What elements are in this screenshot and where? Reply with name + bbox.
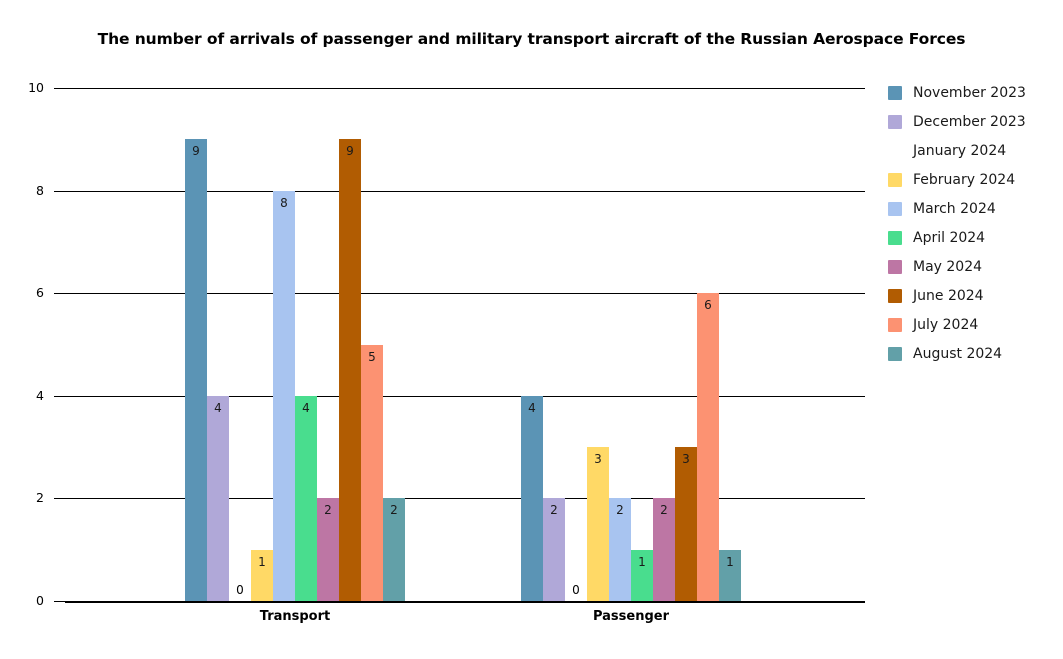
bar[interactable]	[543, 498, 565, 601]
legend-item-label: November 2023	[913, 84, 1026, 101]
legend-item-label: June 2024	[913, 288, 984, 305]
bar[interactable]	[317, 498, 339, 601]
legend-swatch-icon	[888, 318, 902, 333]
y-tick-label: 10	[28, 80, 44, 95]
legend-swatch-icon	[888, 231, 902, 246]
legend: November 2023 December 2023 January 2024 Fe…	[888, 78, 1063, 369]
legend-swatch-icon	[888, 114, 902, 129]
legend-item[interactable]: February 2024	[888, 165, 1063, 194]
y-tick-mark-4	[54, 395, 65, 397]
gridline-10	[65, 88, 865, 89]
y-tick-label: 2	[36, 490, 44, 506]
bar[interactable]	[295, 395, 317, 601]
legend-item[interactable]: May 2024	[888, 253, 1063, 282]
legend-item-label: February 2024	[913, 171, 1016, 188]
legend-item-label: January 2024	[913, 142, 1007, 159]
gridline-6	[65, 293, 865, 295]
y-tick-label: 4	[36, 387, 44, 403]
gridline-2	[65, 498, 865, 500]
y-tick-mark-0	[54, 601, 65, 602]
bar[interactable]	[251, 549, 273, 601]
bar[interactable]	[675, 447, 697, 601]
bar-value-label: 0	[572, 583, 580, 597]
gridline-4	[65, 395, 865, 397]
bar[interactable]	[273, 190, 295, 601]
legend-item[interactable]: December 2023	[888, 107, 1063, 136]
legend-item[interactable]: November 2023	[888, 78, 1063, 107]
y-tick-label: 8	[36, 182, 44, 198]
bar[interactable]	[719, 549, 741, 601]
bar[interactable]	[521, 395, 543, 601]
bar-value-label: 0	[236, 583, 244, 597]
y-tick-mark-6	[54, 293, 65, 295]
legend-item[interactable]: June 2024	[888, 282, 1063, 311]
legend-swatch-icon	[888, 172, 902, 187]
y-tick-label: 0	[36, 593, 44, 608]
bar[interactable]	[609, 498, 631, 601]
bar[interactable]	[587, 447, 609, 601]
legend-item-label: May 2024	[913, 259, 983, 276]
legend-item[interactable]: July 2024	[888, 311, 1063, 340]
legend-item[interactable]: January 2024	[888, 136, 1063, 165]
legend-item-label: July 2024	[913, 317, 979, 334]
legend-item-label: April 2024	[913, 230, 986, 247]
y-tick-mark-8	[54, 190, 65, 192]
bar[interactable]	[653, 498, 675, 601]
legend-swatch-icon	[888, 201, 902, 216]
legend-swatch-icon	[888, 85, 902, 100]
y-tick-mark-2	[54, 498, 65, 500]
bar[interactable]	[383, 498, 405, 601]
y-tick-label: 6	[36, 285, 44, 301]
legend-item-label: August 2024	[913, 346, 1003, 363]
legend-swatch-icon	[888, 347, 902, 362]
category-label-transport: Transport	[259, 609, 331, 624]
gridline-0	[65, 601, 865, 603]
bar[interactable]	[207, 395, 229, 601]
gridline-8	[65, 190, 865, 192]
y-tick-mark-10	[54, 88, 65, 89]
bar[interactable]	[339, 139, 361, 601]
legend-swatch-icon	[888, 260, 902, 275]
bar[interactable]	[697, 293, 719, 601]
legend-item-label: December 2023	[913, 113, 1026, 130]
legend-item[interactable]: March 2024	[888, 194, 1063, 223]
category-label-passenger: Passenger	[592, 609, 670, 624]
bar[interactable]	[631, 549, 653, 601]
bar[interactable]	[185, 139, 207, 601]
legend-swatch-icon	[888, 144, 902, 158]
legend-item-label: March 2024	[913, 200, 996, 217]
bar[interactable]	[361, 344, 383, 601]
legend-swatch-icon	[888, 289, 902, 304]
legend-item[interactable]: April 2024	[888, 223, 1063, 252]
chart-title: The number of arrivals of passenger and …	[97, 30, 966, 48]
legend-item[interactable]: August 2024	[888, 340, 1063, 369]
